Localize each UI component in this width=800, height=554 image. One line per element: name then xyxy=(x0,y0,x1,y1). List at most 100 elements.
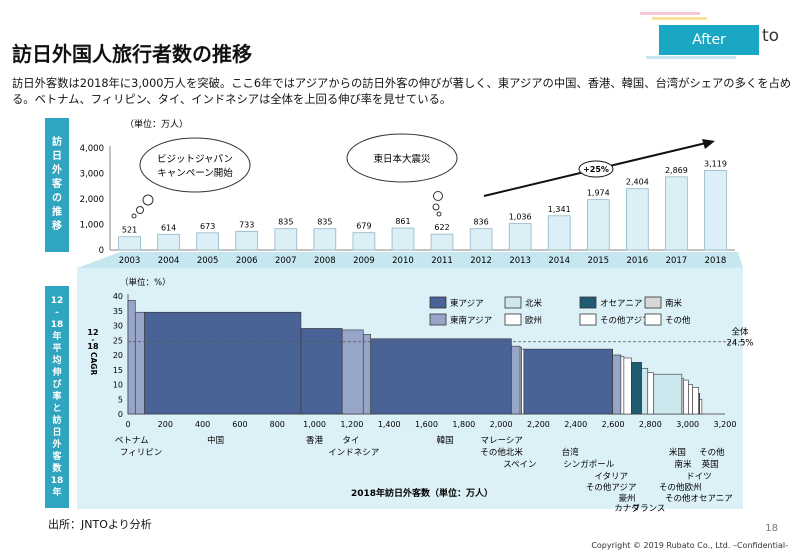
callout-1-line-1: ビジットジャパン xyxy=(157,154,233,165)
category-label: タイ xyxy=(342,436,359,446)
category-label: カナダ xyxy=(614,503,640,514)
bottom-y-tick: 20 xyxy=(113,351,123,360)
category-label: その他オセアニア xyxy=(665,493,733,504)
marimekko-segment xyxy=(683,379,689,415)
bottom-x-tick: 0 xyxy=(125,420,130,429)
top-y-tick: 3,000 xyxy=(80,170,104,180)
marimekko-segment xyxy=(362,334,372,415)
top-bar-value-label: 1,036 xyxy=(509,213,532,222)
after-badge-label: After xyxy=(692,32,726,48)
category-label: 豪州 xyxy=(619,493,636,504)
top-x-tick: 2015 xyxy=(587,256,609,266)
category-label: イタリア xyxy=(594,472,628,482)
category-label: スペイン xyxy=(503,460,536,470)
top-bar xyxy=(274,228,298,251)
top-bar xyxy=(157,233,180,251)
bottom-side-label-char: 外 xyxy=(52,440,62,450)
top-bar-value-label: 3,119 xyxy=(704,159,727,168)
bottom-y-axis-label: 18 xyxy=(87,342,99,351)
top-x-tick: 2017 xyxy=(666,256,688,266)
bottom-y-tick: 15 xyxy=(113,366,123,375)
top-side-label-char: 移 xyxy=(52,221,62,232)
top-bar-value-label: 861 xyxy=(395,217,410,226)
decor-line-yellow xyxy=(652,17,707,20)
top-x-tick: 2014 xyxy=(548,256,570,266)
bottom-y-axis-label: CAGR xyxy=(89,352,98,375)
legend-swatch xyxy=(579,296,597,309)
top-bar-value-label: 733 xyxy=(239,220,254,229)
bottom-x-tick: 400 xyxy=(195,420,210,429)
top-x-tick: 2012 xyxy=(470,256,492,266)
bottom-y-tick: 35 xyxy=(113,307,123,316)
callout-cloud-2 xyxy=(346,133,458,183)
callout-bubble xyxy=(131,213,137,219)
top-x-tick: 2016 xyxy=(627,256,649,266)
top-side-label-char: 客 xyxy=(52,179,62,190)
top-x-tick: 2011 xyxy=(431,256,453,266)
top-bar-value-label: 679 xyxy=(356,222,371,231)
top-x-tick: 2018 xyxy=(705,256,727,266)
bottom-side-label-char: 12 xyxy=(50,296,64,306)
top-x-tick: 2013 xyxy=(509,256,531,266)
top-y-tick: 2,000 xyxy=(80,195,104,205)
legend-label: 東アジア xyxy=(450,298,484,309)
top-bar xyxy=(508,223,532,251)
top-bar-value-label: 521 xyxy=(122,226,137,235)
bottom-side-label-char: 年 xyxy=(52,332,62,342)
bottom-y-tick: 0 xyxy=(118,410,123,419)
bottom-y-tick: 25 xyxy=(113,336,123,345)
top-bar-value-label: 2,869 xyxy=(665,166,688,175)
growth-badge-text: +25% xyxy=(583,165,609,174)
marimekko-segment xyxy=(144,311,302,415)
legend-swatch xyxy=(504,313,522,326)
top-side-label-char: 外 xyxy=(52,165,62,176)
callout-bubble xyxy=(142,194,154,206)
bottom-x-tick: 1,000 xyxy=(303,420,326,429)
bottom-x-tick: 1,200 xyxy=(340,420,363,429)
callout-bubble xyxy=(433,191,443,201)
bottom-side-label-char: 数 xyxy=(52,464,62,474)
top-x-tick: 2009 xyxy=(353,256,375,266)
top-y-tick: 4,000 xyxy=(80,144,104,154)
top-bar xyxy=(235,230,259,251)
top-bar-value-label: 835 xyxy=(317,218,332,227)
legend-swatch xyxy=(429,296,447,309)
bottom-y-tick: 10 xyxy=(113,381,123,390)
bottom-side-label-char: - xyxy=(55,308,59,318)
page-number: 18 xyxy=(765,523,778,534)
marimekko-segment xyxy=(620,356,625,415)
top-x-tick: 2004 xyxy=(158,256,180,266)
bottom-x-tick: 2,400 xyxy=(564,420,587,429)
top-x-tick: 2003 xyxy=(119,256,141,266)
bottom-x-tick: 600 xyxy=(232,420,247,429)
bottom-unit-label: （単位：%） xyxy=(120,277,171,288)
legend-swatch xyxy=(644,313,662,326)
top-side-label-char: 訪 xyxy=(52,137,62,148)
top-bar xyxy=(704,170,727,251)
bottom-x-tick: 1,400 xyxy=(378,420,401,429)
marimekko-segment xyxy=(523,348,613,415)
top-bar-value-label: 622 xyxy=(434,223,449,232)
growth-arrow-head xyxy=(702,139,715,149)
top-bar xyxy=(547,215,571,251)
category-label: ドイツ xyxy=(686,472,712,482)
marimekko-segment xyxy=(641,367,649,415)
legend-label: 南米 xyxy=(665,298,683,309)
marimekko-segment xyxy=(521,348,525,415)
marimekko-segment xyxy=(653,373,683,415)
top-bar xyxy=(391,227,415,251)
bottom-side-label-char: 客 xyxy=(52,452,62,462)
category-label: 台湾 xyxy=(562,447,580,458)
bottom-x-tick: 2,000 xyxy=(490,420,513,429)
source-note: 出所：JNTOより分析 xyxy=(48,518,152,531)
callout-2-text: 東日本大震災 xyxy=(373,153,431,165)
bottom-side-label-char: と xyxy=(52,404,62,414)
marimekko-segment xyxy=(612,354,622,415)
top-y-tick: 1,000 xyxy=(80,221,104,231)
legend-swatch xyxy=(579,313,597,326)
marimekko-segment xyxy=(631,362,642,415)
top-side-label-char: 日 xyxy=(52,151,62,162)
copyright-text: Copyright © 2019 Rubato Co., Ltd. –Confi… xyxy=(591,541,788,550)
category-label: 韓国 xyxy=(437,435,454,446)
